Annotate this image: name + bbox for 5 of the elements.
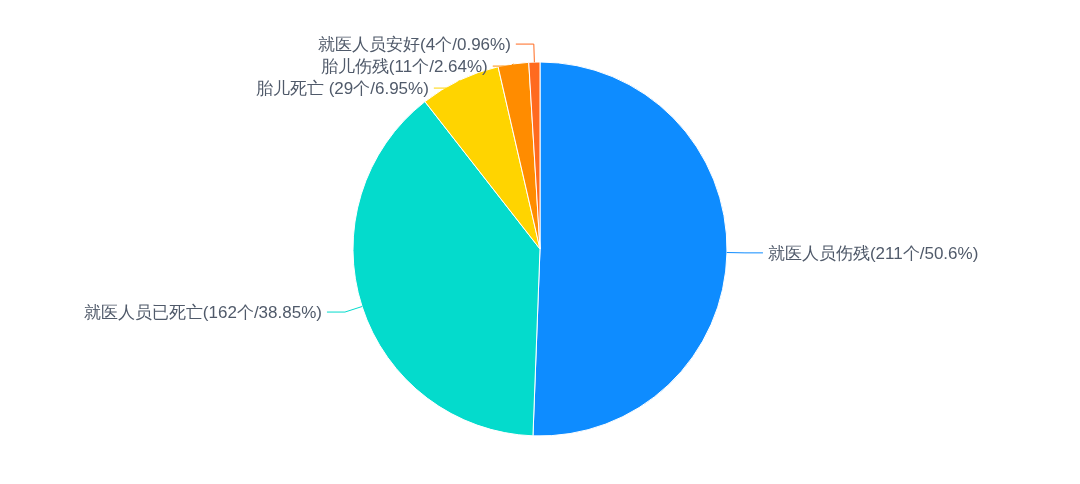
slice-label: 就医人员安好(4个/0.96%)	[318, 35, 511, 55]
slice-label: 胎儿死亡 (29个/6.95%)	[255, 79, 429, 99]
slice-label: 就医人员伤残(211个/50.6%)	[767, 243, 979, 263]
slice-label: 胎儿伤残(11个/2.64%)	[320, 57, 488, 77]
slice-label: 就医人员已死亡(162个/38.85%)	[83, 303, 322, 323]
